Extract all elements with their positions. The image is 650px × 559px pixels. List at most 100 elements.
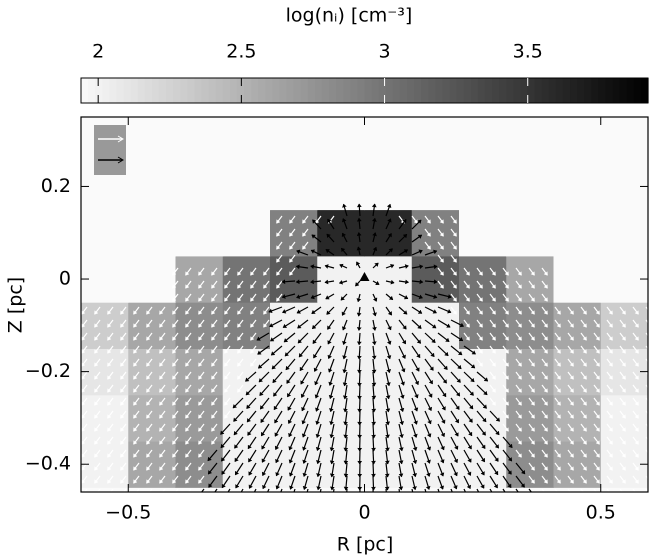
velocity-arrow-head	[426, 499, 430, 502]
velocity-arrow-head	[371, 355, 377, 360]
velocity-arrow-head	[491, 297, 496, 302]
velocity-arrow-head	[302, 472, 307, 477]
velocity-arrow-head	[427, 406, 432, 412]
velocity-arrow-head	[431, 339, 436, 343]
velocity-arrow-head	[211, 284, 216, 289]
velocity-arrow-head	[329, 408, 334, 413]
velocity-arrow-head	[504, 401, 509, 406]
heatmap	[81, 117, 648, 492]
velocity-arrow-head	[256, 336, 261, 341]
velocity-arrow-head	[608, 401, 613, 406]
velocity-arrow-head	[491, 284, 496, 289]
velocity-arrow-head	[311, 310, 316, 314]
velocity-arrow-head	[146, 388, 151, 393]
colorbar-tick-label: 3.5	[513, 41, 543, 63]
colorbar-segment	[350, 78, 359, 103]
velocity-arrow-head	[491, 375, 496, 380]
velocity-arrow-head	[480, 498, 484, 502]
velocity-arrow-head	[159, 310, 164, 315]
velocity-arrow-head	[355, 282, 360, 287]
velocity-arrow-head	[530, 479, 535, 484]
velocity-arrow	[398, 488, 401, 492]
velocity-arrow-head	[413, 446, 418, 451]
colorbar-segment	[272, 78, 281, 103]
velocity-arrow-head	[556, 388, 561, 393]
velocity-arrow-head	[371, 434, 376, 439]
velocity-arrow	[253, 488, 257, 492]
velocity-arrow-head	[288, 433, 293, 438]
heatmap-cell	[222, 117, 271, 164]
velocity-arrow-head	[582, 362, 587, 367]
velocity-arrow-head	[517, 271, 522, 276]
velocity-arrow-head	[211, 388, 216, 393]
velocity-arrow-head	[233, 417, 238, 422]
velocity-arrow	[645, 371, 648, 376]
velocity-arrow-head	[260, 405, 264, 410]
velocity-arrow-head	[313, 367, 318, 372]
velocity-arrow-head	[159, 427, 164, 432]
velocity-arrow-head	[107, 440, 112, 445]
velocity-arrow	[97, 488, 101, 492]
velocity-arrow-head	[133, 362, 138, 367]
velocity-arrow-head	[232, 404, 237, 409]
velocity-arrow-head	[198, 414, 203, 419]
colorbar-segment	[364, 78, 373, 103]
velocity-arrow-head	[317, 499, 321, 502]
velocity-arrow-head	[211, 349, 216, 354]
velocity-arrow-head	[504, 414, 509, 419]
velocity-arrow-head	[426, 459, 431, 464]
velocity-arrow-head	[556, 375, 561, 380]
velocity-arrow-head	[328, 381, 333, 386]
velocity-arrow-head	[459, 337, 464, 342]
velocity-arrow-head	[433, 294, 438, 299]
velocity-arrow-head	[384, 486, 390, 491]
velocity-arrow-head	[543, 310, 548, 315]
velocity-arrow-head	[224, 349, 229, 354]
velocity-arrow-head	[172, 414, 177, 419]
velocity-arrow-head	[447, 309, 452, 314]
velocity-arrow-head	[582, 466, 587, 471]
velocity-arrow-head	[414, 380, 419, 386]
velocity-arrow-head	[582, 401, 587, 406]
heatmap-cell	[81, 394, 129, 442]
colorbar-segment	[570, 78, 578, 103]
velocity-arrow-head	[635, 493, 638, 497]
velocity-arrow-head	[324, 264, 329, 269]
velocity-arrow-head	[445, 338, 450, 342]
velocity-arrow-head	[357, 203, 362, 208]
velocity-arrow-head	[107, 310, 112, 315]
velocity-arrow-head	[289, 472, 294, 477]
colorbar-segment	[399, 78, 408, 103]
velocity-arrow-head	[373, 297, 378, 302]
velocity-arrow-head	[404, 295, 409, 300]
heatmap-cell	[128, 163, 176, 211]
heatmap-cell	[317, 163, 365, 211]
velocity-arrow-head	[250, 297, 255, 302]
velocity-arrow-head	[439, 245, 444, 250]
velocity-arrow-head	[198, 427, 203, 432]
velocity-arrow-head	[302, 459, 307, 464]
colorbar-segment	[244, 78, 252, 103]
velocity-arrow-head	[569, 349, 574, 354]
velocity-arrow-head	[608, 375, 613, 380]
velocity-arrow-head	[517, 362, 522, 367]
velocity-arrow-head	[530, 336, 535, 341]
heatmap-cell	[553, 348, 602, 396]
velocity-arrow-head	[494, 471, 499, 476]
velocity-arrow-head	[595, 401, 600, 406]
velocity-arrow-head	[172, 479, 177, 484]
velocity-arrow-head	[480, 484, 485, 489]
velocity-arrow-head	[458, 351, 463, 356]
velocity-arrow-head	[248, 484, 253, 489]
velocity-arrow-head	[312, 339, 317, 344]
velocity-arrow-head	[356, 312, 362, 317]
colorbar-segment	[449, 78, 458, 103]
velocity-arrow-head	[504, 297, 509, 302]
heatmap-cell	[506, 209, 554, 257]
velocity-arrow-head	[467, 458, 472, 463]
velocity-arrow-head	[465, 323, 470, 328]
velocity-arrow-head	[207, 470, 212, 475]
colorbar-segment	[81, 78, 89, 103]
velocity-arrow-head	[133, 388, 138, 393]
velocity-arrow-head	[543, 414, 548, 419]
